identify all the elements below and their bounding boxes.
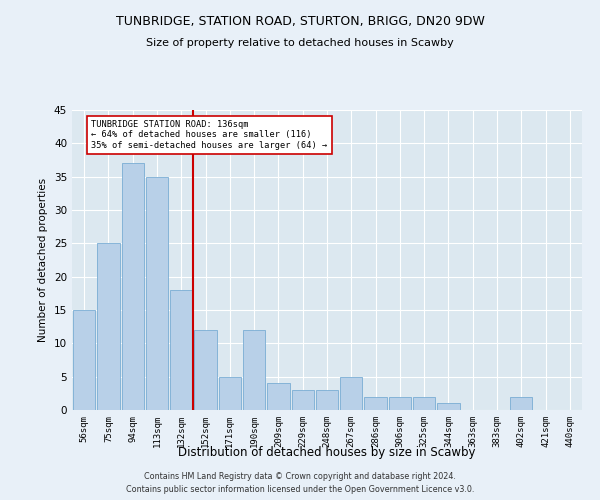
Text: Contains public sector information licensed under the Open Government Licence v3: Contains public sector information licen… xyxy=(126,484,474,494)
Bar xyxy=(97,244,119,410)
Bar xyxy=(218,376,241,410)
Bar xyxy=(146,176,168,410)
Bar xyxy=(73,310,95,410)
Bar xyxy=(340,376,362,410)
Bar xyxy=(243,330,265,410)
Text: TUNBRIDGE STATION ROAD: 136sqm
← 64% of detached houses are smaller (116)
35% of: TUNBRIDGE STATION ROAD: 136sqm ← 64% of … xyxy=(91,120,328,150)
Text: Size of property relative to detached houses in Scawby: Size of property relative to detached ho… xyxy=(146,38,454,48)
Y-axis label: Number of detached properties: Number of detached properties xyxy=(38,178,49,342)
Bar xyxy=(122,164,144,410)
Bar xyxy=(170,290,193,410)
Bar xyxy=(389,396,411,410)
Text: TUNBRIDGE, STATION ROAD, STURTON, BRIGG, DN20 9DW: TUNBRIDGE, STATION ROAD, STURTON, BRIGG,… xyxy=(116,15,484,28)
Bar xyxy=(267,384,290,410)
Bar xyxy=(316,390,338,410)
Text: Distribution of detached houses by size in Scawby: Distribution of detached houses by size … xyxy=(178,446,476,459)
Bar xyxy=(510,396,532,410)
Bar xyxy=(364,396,387,410)
Bar xyxy=(437,404,460,410)
Bar xyxy=(292,390,314,410)
Text: Contains HM Land Registry data © Crown copyright and database right 2024.: Contains HM Land Registry data © Crown c… xyxy=(144,472,456,481)
Bar xyxy=(194,330,217,410)
Bar xyxy=(413,396,436,410)
